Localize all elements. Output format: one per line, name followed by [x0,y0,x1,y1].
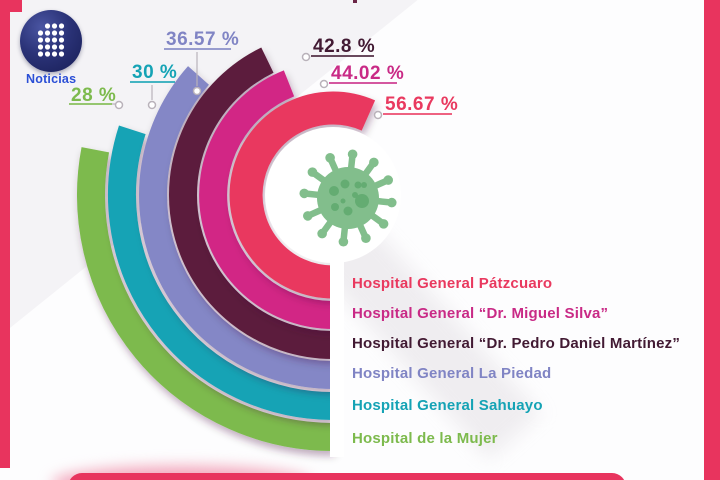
coronavirus-icon [299,149,397,247]
frame-corner-block [0,0,22,12]
virus-spike-tip [325,153,335,163]
virus-spike-tip [303,211,313,221]
ring-arc-1 [199,70,334,329]
virus-spike-tip [361,233,371,243]
ring-arc-3 [139,66,334,389]
legend-item-0: Hospital General Pátzcuaro [352,275,552,292]
logo-wordmark: Noticias [26,72,77,86]
value-label-5: 28 % [71,85,116,106]
virus-inner-dot [331,203,339,211]
cropped-title-artifact [353,0,357,3]
legend-item-2: Hospital General “Dr. Pedro Daniel Martí… [352,335,680,352]
value-label-3: 36.57 % [166,29,239,50]
legend-item-3: Hospital General La Piedad [352,365,551,382]
value-marker-dot-2 [301,52,311,62]
frame-right-strip [704,0,720,480]
legend-item-1: Hospital General “Dr. Miguel Silva” [352,305,608,322]
value-label-1: 44.02 % [331,63,404,84]
ring-arc-5 [77,147,334,451]
frame-left-strip [0,0,10,468]
virus-inner-dot [343,206,353,216]
logo-dots-pattern [37,23,65,57]
legend-item-5: Hospital de la Mujer [352,430,498,447]
virus-inner-dot [340,198,346,204]
virus-spike-tip [369,157,379,168]
virus-inner-dot [355,194,369,208]
virus-spike-tip [378,219,389,229]
virus-body [317,167,379,229]
value-label-4: 30 % [132,62,177,83]
virus-inner-dot [354,181,362,189]
virus-spike-tip [338,236,349,247]
logo-sphere-icon [20,10,82,72]
virus-spike-tip [386,197,397,208]
virus-spike-tip [383,175,393,185]
virus-inner-dot [329,186,339,196]
virus-inner-dot [361,182,367,188]
value-marker-dot-4 [147,100,157,110]
virus-inner-dot [340,179,350,189]
news-logo: Noticias [12,10,102,88]
virus-inner-dot [352,192,358,198]
value-marker-dot-5 [114,100,124,110]
virus-spike-tip [317,228,327,239]
value-marker-dot-1 [319,79,329,89]
ring-arc-2 [169,47,334,359]
legend-item-4: Hospital General Sahuayo [352,397,543,414]
legend-axis-strip [330,256,344,457]
value-marker-dot-0 [373,110,383,120]
ring-arc-0 [229,91,376,299]
value-marker-dot-3 [192,86,202,96]
virus-spike-tip [307,167,318,177]
bottom-banner [68,473,626,480]
virus-spike-tip [347,149,358,160]
ring-arc-4 [108,125,334,420]
value-label-2: 42.8 % [313,36,375,57]
virus-spike-tip [299,188,310,199]
value-label-0: 56.67 % [385,94,458,115]
